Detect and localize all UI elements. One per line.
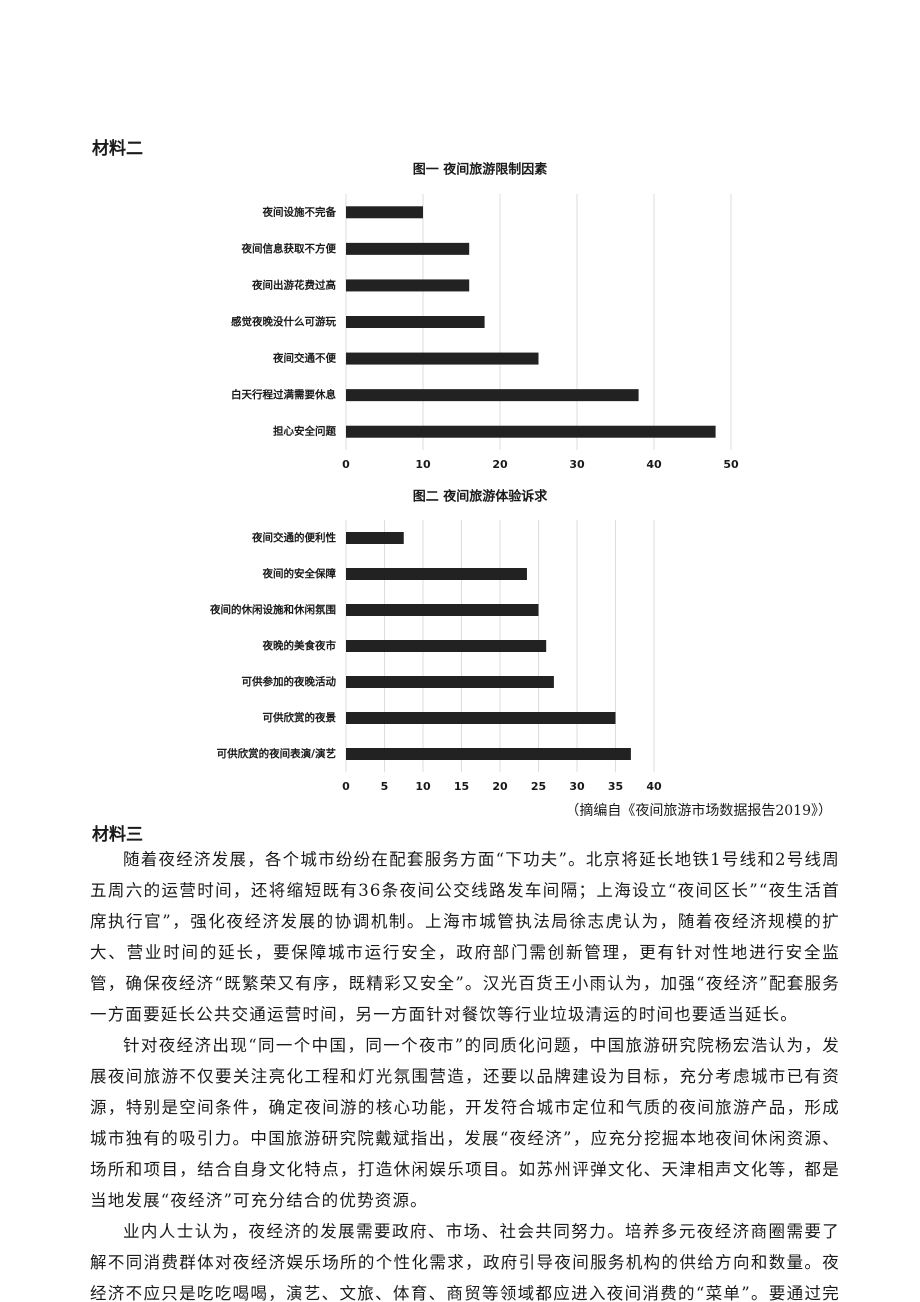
y-tick-label: 担心安全问题: [273, 425, 336, 438]
x-tick-label: 0: [342, 780, 350, 793]
x-tick-label: 20: [492, 458, 508, 471]
paragraph: 随着夜经济发展，各个城市纷纷在配套服务方面“下功夫”。北京将延长地铁1号线和2号…: [90, 850, 840, 1024]
bar: [346, 568, 527, 580]
body-text: 随着夜经济发展，各个城市纷纷在配套服务方面“下功夫”。北京将延长地铁1号线和2号…: [90, 844, 840, 1302]
source: （摘编自《夜间旅游市场数据报告2019》）: [565, 803, 832, 819]
x-tick-label: 20: [492, 780, 508, 793]
y-tick-label: 夜间的安全保障: [262, 567, 337, 580]
bar: [346, 352, 539, 365]
x-tick-label: 30: [569, 780, 585, 793]
x-tick-label: 50: [723, 458, 739, 471]
heading: 材料三: [92, 825, 143, 845]
paragraph: 针对夜经济出现“同一个中国，同一个夜市”的同质化问题，中国旅游研究院杨宏浩认为，…: [90, 1036, 840, 1210]
x-tick-label: 30: [569, 458, 585, 471]
bar: [346, 242, 470, 255]
chart-title: 图一 夜间旅游限制因素: [413, 162, 548, 178]
bar: [346, 748, 631, 760]
y-tick-label: 夜间的休闲设施和休闲氛围: [209, 603, 336, 616]
bar: [346, 389, 639, 402]
x-tick-label: 0: [342, 458, 350, 471]
y-tick-label: 夜晚的美食夜市: [262, 639, 337, 652]
x-tick-label: 10: [415, 780, 431, 793]
y-tick-label: 白天行程过满需要休息: [231, 388, 336, 401]
chart-title: 图二 夜间旅游体验诉求: [413, 489, 549, 505]
bar: [346, 676, 554, 688]
bar: [346, 425, 716, 438]
paragraph: 业内人士认为，夜经济的发展需要政府、市场、社会共同努力。培养多元夜经济商圈需要了…: [90, 1222, 840, 1302]
y-tick-label: 可供参加的夜晚活动: [242, 675, 337, 688]
y-tick-label: 可供欣赏的夜间表演/演艺: [217, 747, 336, 760]
bar: [346, 640, 547, 652]
heading: 材料二: [92, 139, 143, 159]
y-tick-label: 感觉夜晚没什么可游玩: [231, 315, 336, 328]
bar: [346, 604, 539, 616]
y-tick-label: 夜间交通不便: [272, 352, 336, 365]
bar: [346, 316, 485, 328]
y-tick-label: 夜间信息获取不方便: [241, 242, 337, 255]
y-tick-label: 夜间交通的便利性: [251, 531, 336, 544]
x-tick-label: 5: [381, 780, 389, 793]
bar: [346, 206, 423, 219]
x-tick-label: 10: [415, 458, 431, 471]
x-tick-label: 40: [646, 780, 662, 793]
x-tick-label: 40: [646, 458, 662, 471]
bar: [346, 279, 470, 292]
bar: [346, 712, 616, 724]
bar: [346, 532, 404, 544]
x-tick-label: 35: [608, 780, 623, 793]
x-tick-label: 25: [531, 780, 546, 793]
y-tick-label: 夜间设施不完备: [262, 205, 337, 218]
y-tick-label: 可供欣赏的夜景: [263, 711, 337, 724]
x-tick-label: 15: [454, 780, 469, 793]
y-tick-label: 夜间出游花费过高: [251, 278, 336, 291]
